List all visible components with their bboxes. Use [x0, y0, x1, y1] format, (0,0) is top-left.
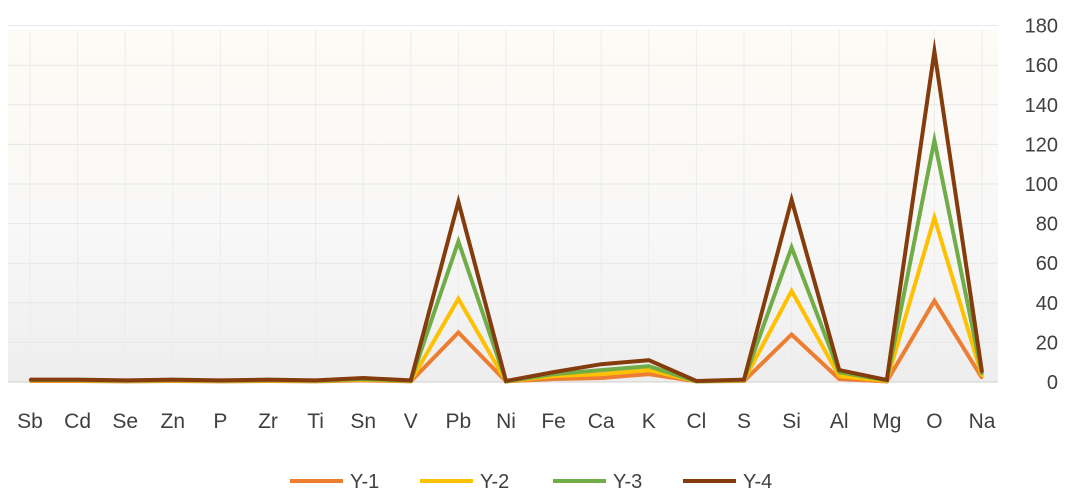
x-tick-label: Mg	[872, 410, 901, 433]
data-point	[457, 200, 460, 204]
data-point	[219, 379, 222, 382]
data-point	[600, 368, 603, 372]
x-tick-label: Ca	[588, 410, 615, 433]
data-point	[457, 331, 460, 334]
series-lines	[28, 37, 984, 384]
data-point	[742, 378, 746, 381]
data-point	[647, 368, 650, 372]
data-point	[171, 378, 174, 381]
y-tick-label: 180	[1025, 16, 1058, 38]
data-point	[790, 198, 793, 202]
x-tick-label: Ni	[496, 410, 516, 433]
x-tick-label: K	[642, 410, 656, 433]
x-tick-label: Cl	[686, 410, 706, 433]
x-tick-label: Pb	[446, 410, 472, 433]
y-tick-label: 60	[1036, 253, 1058, 275]
x-tick-label: V	[404, 410, 418, 433]
y-tick-label: 160	[1025, 55, 1058, 77]
legend-label: Y-1	[350, 471, 379, 492]
data-point	[647, 359, 650, 362]
data-point	[457, 297, 460, 301]
data-point	[647, 364, 650, 368]
data-point	[76, 378, 79, 381]
data-point	[933, 299, 936, 303]
data-point	[885, 378, 888, 382]
data-point	[600, 362, 603, 366]
y-tick-label: 140	[1025, 95, 1058, 117]
data-point	[790, 246, 793, 249]
y-tick-label: 100	[1025, 174, 1058, 196]
legend-label: Y-3	[613, 471, 642, 492]
x-tick-label: S	[737, 410, 751, 433]
data-point	[314, 379, 317, 382]
data-point	[933, 139, 936, 142]
data-point	[552, 377, 555, 381]
x-tick-label: Zr	[258, 410, 278, 433]
y-tick-label: 0	[1047, 372, 1058, 394]
x-axis-ticks: Sb Cd Se Zn P Zr Ti Sn V Pb Ni Fe Ca K Cl S Si Al Mg O Na	[17, 410, 996, 433]
data-point	[409, 379, 412, 382]
data-point	[600, 376, 603, 380]
data-point	[600, 372, 603, 376]
y-tick-label: 120	[1025, 134, 1058, 156]
data-point	[457, 240, 460, 243]
data-point	[28, 378, 32, 381]
plot-area	[8, 30, 998, 382]
data-point	[980, 374, 984, 378]
y-tick-label: 80	[1036, 214, 1058, 236]
x-tick-label: Ti	[307, 410, 324, 433]
data-point	[647, 372, 650, 376]
x-tick-label: Se	[112, 410, 138, 433]
legend-label: Y-2	[480, 471, 509, 492]
y-tick-label: 20	[1036, 332, 1058, 354]
gridlines	[8, 25, 998, 383]
x-tick-label: Al	[830, 410, 849, 433]
data-point	[552, 370, 555, 374]
x-tick-label: O	[926, 410, 942, 433]
data-point	[838, 374, 841, 378]
x-tick-label: Cd	[64, 410, 91, 433]
y-tick-label: 40	[1036, 293, 1058, 315]
data-point	[695, 379, 698, 383]
x-tick-label: Sb	[17, 410, 43, 433]
legend-label: Y-4	[743, 471, 772, 492]
x-tick-label: Si	[782, 410, 801, 433]
data-point	[266, 378, 270, 381]
y-axis-ticks: 0 20 40 60 80 100 120 140 160 180	[1025, 16, 1058, 394]
legend: Y-1 Y-2 Y-3 Y-4	[290, 471, 772, 493]
data-point	[790, 333, 793, 336]
data-point	[124, 379, 127, 382]
data-point	[504, 379, 508, 383]
data-point	[933, 216, 936, 219]
data-point	[838, 377, 841, 381]
data-point	[933, 50, 936, 53]
data-point	[362, 376, 365, 380]
data-point	[980, 372, 984, 376]
x-tick-label: P	[213, 410, 227, 433]
x-tick-label: Fe	[541, 410, 566, 433]
data-point	[980, 370, 984, 374]
x-tick-label: Zn	[161, 410, 186, 433]
x-tick-label: Sn	[350, 410, 376, 433]
x-tick-label: Na	[969, 410, 996, 433]
data-point	[790, 289, 793, 293]
data-point	[980, 376, 984, 380]
data-point	[838, 368, 841, 372]
